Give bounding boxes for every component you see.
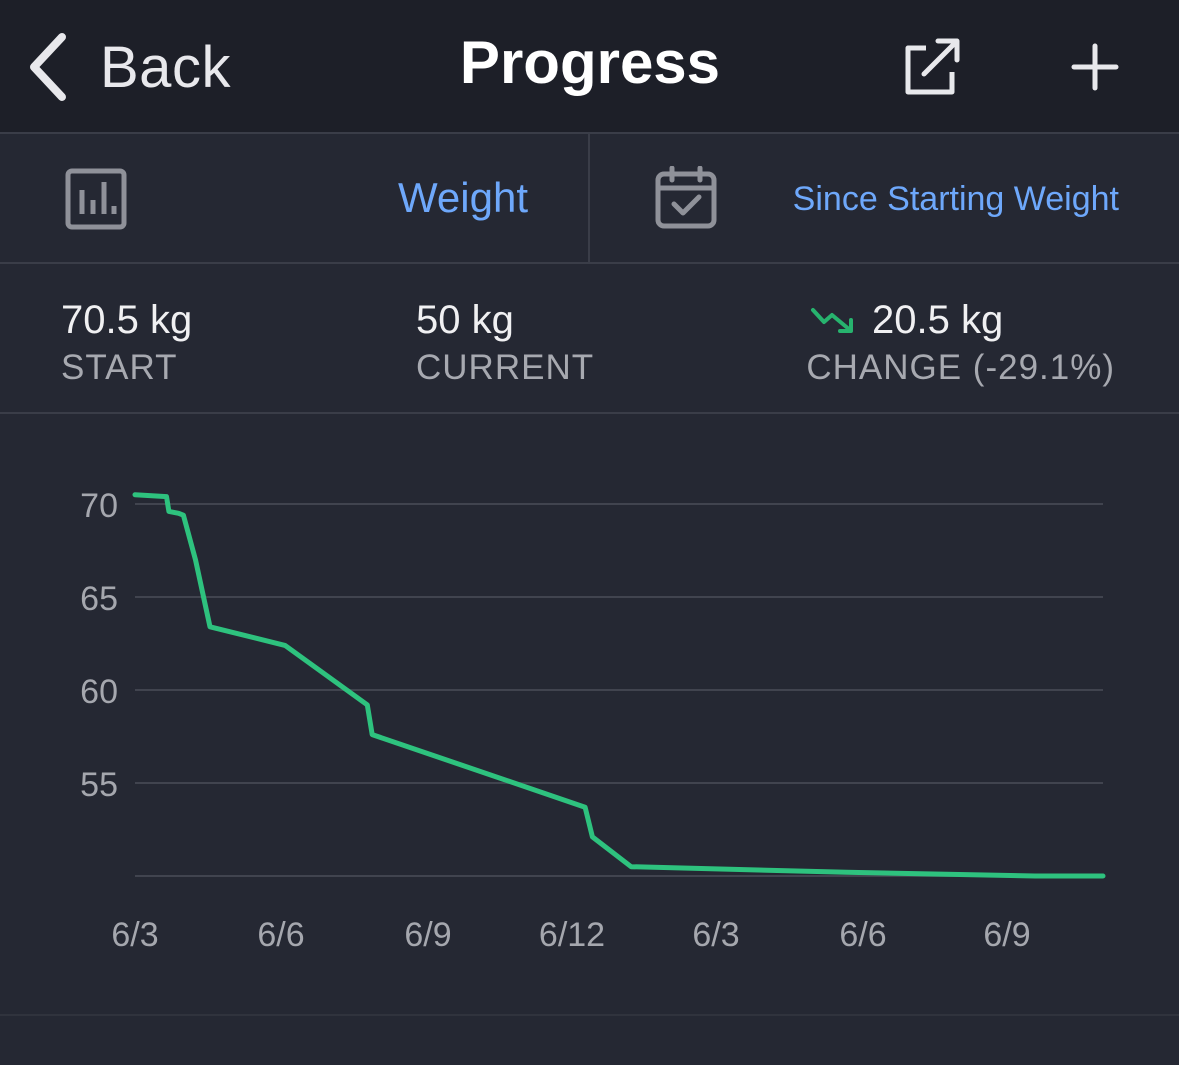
x-tick-label: 6/6 xyxy=(257,916,304,954)
current-value: 50 kg xyxy=(416,298,514,342)
range-label: Since Starting Weight xyxy=(792,180,1119,218)
share-button[interactable] xyxy=(900,36,962,103)
add-button[interactable] xyxy=(1070,42,1120,97)
stats-row: 70.5 kg START 50 kg CURRENT 20.5 kg CHAN… xyxy=(0,264,1179,414)
y-tick-label: 55 xyxy=(80,766,118,804)
x-tick-label: 6/3 xyxy=(111,916,158,954)
start-label: START xyxy=(61,348,178,387)
trend-down-icon xyxy=(810,306,856,339)
share-icon xyxy=(900,38,962,102)
x-tick-label: 6/9 xyxy=(983,916,1030,954)
start-value: 70.5 kg xyxy=(61,298,193,342)
metric-label: Weight xyxy=(398,174,528,221)
weight-line xyxy=(132,492,1106,879)
bar-chart-icon xyxy=(64,168,128,235)
selector-divider xyxy=(588,134,590,262)
metric-selector[interactable]: Weight xyxy=(0,134,588,262)
bottom-divider xyxy=(0,1014,1179,1016)
change-label: CHANGE (-29.1%) xyxy=(806,348,1115,387)
y-tick-label: 70 xyxy=(80,487,118,525)
y-tick-label: 60 xyxy=(80,673,118,711)
back-button[interactable]: Back xyxy=(24,22,231,112)
x-tick-label: 6/9 xyxy=(404,916,451,954)
calendar-check-icon xyxy=(654,165,718,235)
change-value: 20.5 kg xyxy=(872,298,1004,342)
weight-chart: 70 65 60 55 6/3 6/6 6/9 6/12 6/3 6/6 6/9 xyxy=(0,414,1179,1014)
selector-row: Weight Since Starting Weight xyxy=(0,134,1179,264)
navigation-bar: Back Progress xyxy=(0,0,1179,134)
x-tick-label: 6/12 xyxy=(539,916,605,954)
y-tick-label: 65 xyxy=(80,580,118,618)
x-tick-label: 6/6 xyxy=(839,916,886,954)
range-selector[interactable]: Since Starting Weight xyxy=(590,134,1179,262)
current-label: CURRENT xyxy=(416,348,595,387)
x-tick-label: 6/3 xyxy=(692,916,739,954)
page-title: Progress xyxy=(459,29,721,96)
plus-icon xyxy=(1070,43,1120,96)
chart-svg: 70 65 60 55 6/3 6/6 6/9 6/12 6/3 6/6 6/9 xyxy=(80,487,1106,954)
chevron-left-icon xyxy=(24,31,70,103)
back-label: Back xyxy=(100,34,231,100)
